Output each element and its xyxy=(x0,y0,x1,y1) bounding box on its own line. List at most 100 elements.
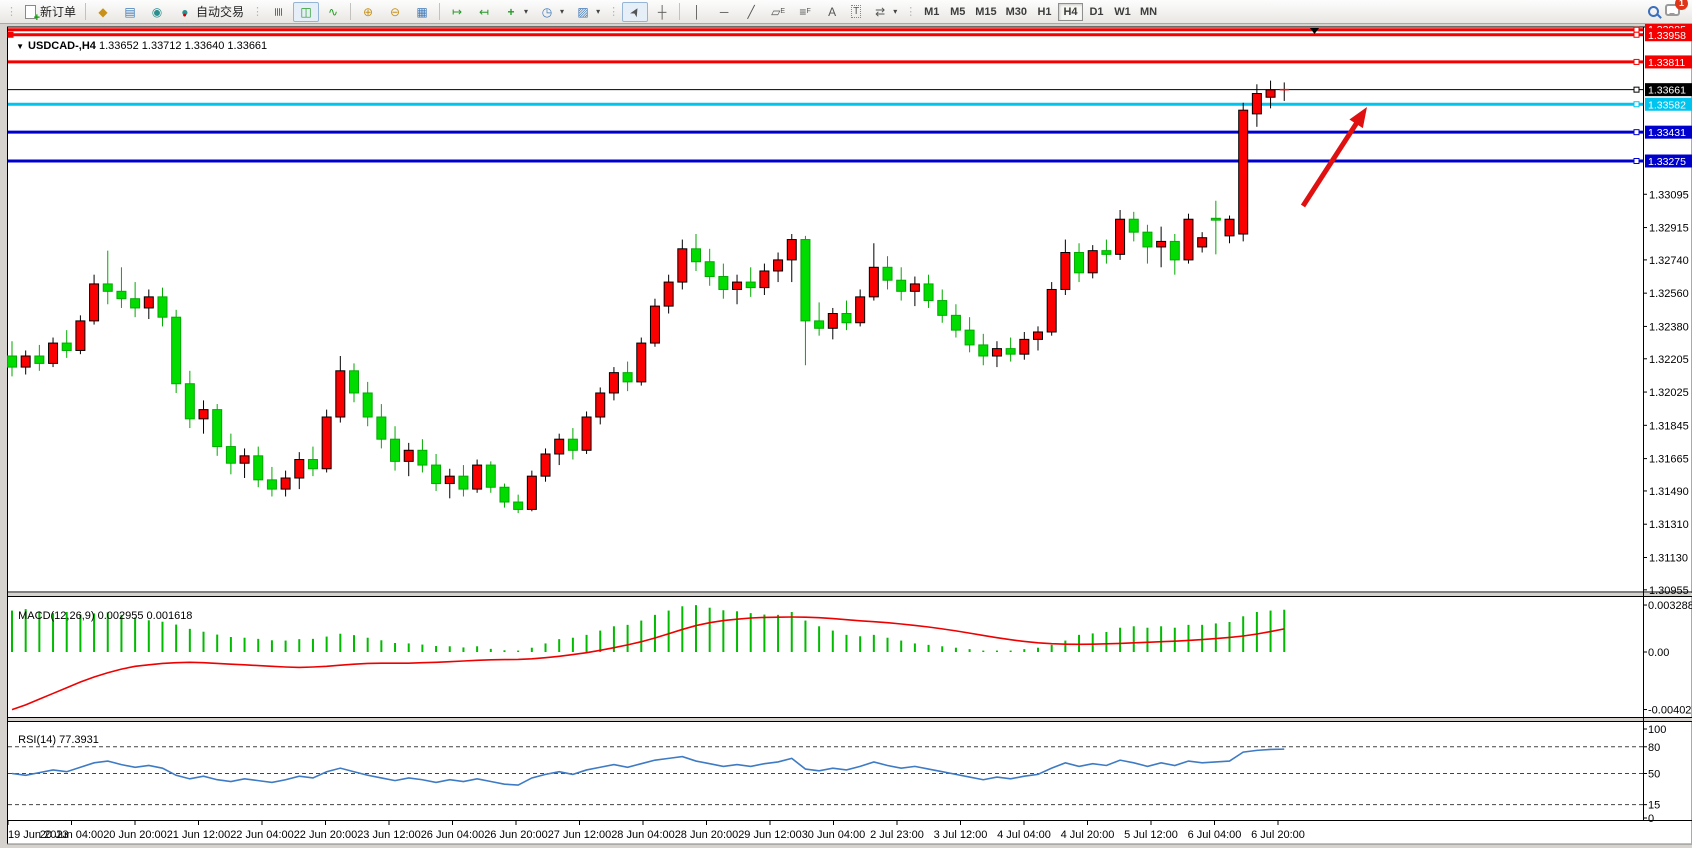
signals-button[interactable]: ◉ xyxy=(144,2,170,22)
chart-window-background xyxy=(0,24,1692,848)
timeframe-m15[interactable]: M15 xyxy=(975,5,997,18)
svg-text:20 Jun 20:00: 20 Jun 20:00 xyxy=(103,829,167,841)
new-order-button[interactable]: 新订单 xyxy=(20,2,81,24)
svg-text:28 Jun 04:00: 28 Jun 04:00 xyxy=(611,829,675,841)
vertical-line-button[interactable]: │ xyxy=(684,2,710,22)
channel-button[interactable]: ▱ xyxy=(765,2,791,22)
svg-text:4 Jul 04:00: 4 Jul 04:00 xyxy=(997,829,1051,841)
search-icon xyxy=(1648,6,1659,17)
svg-text:22 Jun 04:00: 22 Jun 04:00 xyxy=(230,829,294,841)
panel-frames xyxy=(7,27,1692,821)
timeframe-w1[interactable]: W1 xyxy=(1114,5,1131,18)
text-button[interactable]: A xyxy=(819,2,845,22)
annotation-arrow[interactable] xyxy=(1300,107,1367,208)
svg-text:1.31845: 1.31845 xyxy=(1649,420,1689,432)
line-endpoint-marker xyxy=(1633,158,1640,164)
text-icon: A xyxy=(828,4,837,19)
text-label-button[interactable]: T xyxy=(846,2,866,22)
svg-text:26 Jun 20:00: 26 Jun 20:00 xyxy=(484,829,548,841)
line-endpoint-marker xyxy=(1633,101,1640,108)
svg-text:1.32560: 1.32560 xyxy=(1649,288,1689,300)
templates-button[interactable]: ▨ ▾ xyxy=(570,2,605,22)
timeframe-h1[interactable]: H1 xyxy=(1037,5,1052,18)
svg-text:80: 80 xyxy=(1648,742,1660,754)
svg-text:6 Jul 04:00: 6 Jul 04:00 xyxy=(1188,829,1242,841)
notification-badge: 1 xyxy=(1675,0,1688,10)
svg-text:20 Jun 04:00: 20 Jun 04:00 xyxy=(40,829,104,841)
chart-ohlc: 1.33652 1.33712 1.33640 1.33661 xyxy=(98,40,268,52)
notifications-button[interactable]: 1 xyxy=(1665,0,1688,21)
rsi-panel: 100 80 50 150 xyxy=(8,724,1666,825)
svg-text:3 Jul 12:00: 3 Jul 12:00 xyxy=(934,829,988,841)
trendline-button[interactable]: ╱ xyxy=(738,2,764,22)
zoom-in-button[interactable]: ⊕ xyxy=(355,2,381,22)
rsi-value: 77.3931 xyxy=(59,734,99,746)
toolbar-grip[interactable]: ⋮ xyxy=(608,6,620,18)
auto-trading-label: 自动交易 xyxy=(196,5,245,19)
tile-windows-button[interactable]: ▦ xyxy=(409,2,435,22)
rsi-indicator-label: RSI(14) 77.3931 xyxy=(18,734,99,746)
arrows-button[interactable]: ⇄ ▾ xyxy=(867,2,902,22)
svg-text:-0.004027: -0.004027 xyxy=(1648,705,1692,717)
macd-panel: 0.003288 0.00 -0.004027 xyxy=(11,600,1692,717)
quotes-button[interactable]: ◆ xyxy=(90,2,116,22)
line-chart-button[interactable]: ∿ xyxy=(320,2,346,22)
svg-text:1.31130: 1.31130 xyxy=(1649,552,1688,564)
svg-text:15: 15 xyxy=(1648,800,1660,812)
quotes-icon: ◆ xyxy=(98,4,108,19)
cursor-button[interactable]: ➤ xyxy=(622,1,649,22)
toolbar-grip[interactable]: ⋮ xyxy=(6,6,17,18)
line-endpoint-marker xyxy=(1633,31,1640,38)
svg-text:1.32205: 1.32205 xyxy=(1649,354,1689,366)
svg-text:30 Jun 04:00: 30 Jun 04:00 xyxy=(802,829,866,841)
bar-chart-button[interactable]: ≣ xyxy=(266,2,292,22)
svg-text:1.32025: 1.32025 xyxy=(1649,387,1689,399)
chart-symbol: USDCAD-,H4 xyxy=(28,40,96,52)
svg-text:1.31490: 1.31490 xyxy=(1649,486,1689,498)
clock-icon: ◷ xyxy=(541,4,553,19)
indicators-button[interactable]: + ▾ xyxy=(498,2,533,22)
timeframe-d1[interactable]: D1 xyxy=(1089,5,1104,18)
chevron-down-icon: ▾ xyxy=(893,7,898,16)
horizontal-line-button[interactable]: ─ xyxy=(711,2,737,22)
text-label-icon: T xyxy=(851,5,862,18)
horizontal-level-lines[interactable] xyxy=(7,26,1643,164)
crosshair-icon: ┼ xyxy=(657,4,667,19)
chevron-down-icon: ▾ xyxy=(524,7,529,16)
crosshair-button[interactable]: ┼ xyxy=(649,2,675,22)
auto-scroll-button[interactable]: ↦ xyxy=(444,2,470,22)
chart-menu-triangle-icon[interactable]: ▼ xyxy=(16,42,25,51)
price-axis[interactable]: 1.33095 1.32915 1.32740 1.32560 1.32380 1.322… xyxy=(1643,24,1692,597)
chart-shift-button[interactable]: ↤ xyxy=(471,2,497,22)
timeframe-m30[interactable]: M30 xyxy=(1005,5,1028,18)
search-button[interactable] xyxy=(1643,2,1664,22)
svg-text:0.00: 0.00 xyxy=(1648,647,1669,659)
svg-text:1.32380: 1.32380 xyxy=(1649,321,1689,333)
vertical-line-icon: │ xyxy=(693,4,701,19)
separator xyxy=(679,3,681,20)
zoom-out-button[interactable]: ⊖ xyxy=(382,2,408,22)
market-watch-button[interactable]: ▤ xyxy=(117,2,143,22)
timeframe-m5[interactable]: M5 xyxy=(950,5,966,18)
svg-text:50: 50 xyxy=(1648,769,1660,781)
timeframe-h4[interactable]: H4 xyxy=(1058,2,1084,21)
toolbar-grip[interactable]: ⋮ xyxy=(252,6,264,18)
horizontal-line-icon: ─ xyxy=(719,4,729,19)
timeframe-m1[interactable]: M1 xyxy=(924,5,940,18)
price-chart[interactable]: 1.33095 1.32915 1.32740 1.32560 1.32380 1.322… xyxy=(0,24,1692,848)
svg-text:0.003288: 0.003288 xyxy=(1648,600,1692,612)
auto-trading-button[interactable]: ● ● 自动交易 xyxy=(171,2,249,22)
line-endpoint-marker xyxy=(1633,129,1640,136)
candlestick-chart-button[interactable]: ◫ xyxy=(293,1,320,22)
market-watch-icon: ▤ xyxy=(124,4,136,19)
svg-text:1.33661: 1.33661 xyxy=(1648,85,1686,97)
svg-text:1.33431: 1.33431 xyxy=(1648,127,1686,139)
periods-button[interactable]: ◷ ▾ xyxy=(534,2,569,22)
fibonacci-button[interactable]: ≡ xyxy=(792,2,818,22)
svg-text:23 Jun 12:00: 23 Jun 12:00 xyxy=(357,829,421,841)
svg-text:2 Jul 23:00: 2 Jul 23:00 xyxy=(870,829,924,841)
svg-text:1.33582: 1.33582 xyxy=(1648,99,1686,111)
toolbar-grip[interactable]: ⋮ xyxy=(905,6,917,18)
timeframe-mn[interactable]: MN xyxy=(1140,5,1158,18)
